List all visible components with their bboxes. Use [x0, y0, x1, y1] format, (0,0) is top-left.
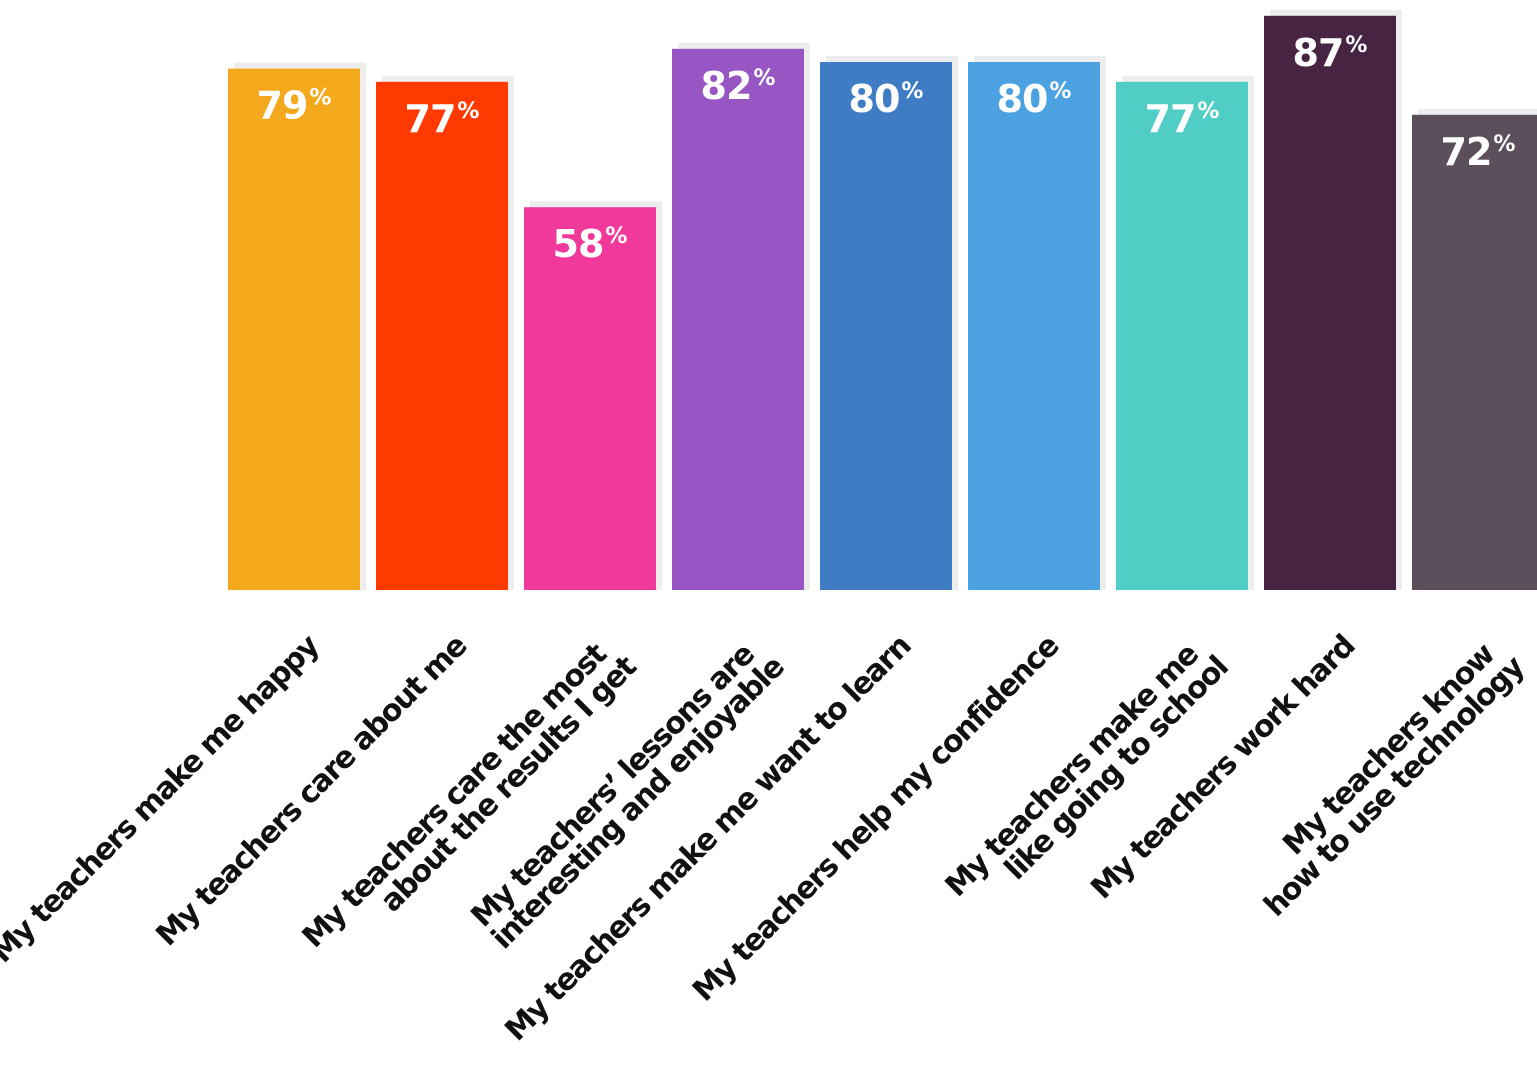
bar-value-label: 58%: [553, 222, 628, 266]
bar-value-number: 77: [405, 97, 456, 141]
bar-value-number: 80: [849, 77, 900, 121]
bar-value-number: 80: [997, 77, 1048, 121]
bar-value-label: 77%: [1145, 97, 1220, 141]
bar: [524, 207, 656, 590]
category-label-line: My teachers make me: [939, 637, 1206, 904]
bar-value-unit: %: [1197, 99, 1219, 124]
bar: [1116, 81, 1248, 591]
bar-value-number: 82: [701, 64, 752, 108]
bar-value-label: 77%: [405, 97, 480, 141]
bar-value-unit: %: [1345, 33, 1367, 58]
bar-value-unit: %: [901, 79, 923, 104]
bar-value-unit: %: [605, 224, 627, 249]
bar: [376, 81, 508, 591]
bar-value-label: 80%: [849, 77, 924, 121]
bar-value-number: 87: [1293, 31, 1344, 75]
category-label-line: My teachers care the most: [296, 637, 614, 955]
category-label-line: My teachers care about me: [149, 629, 473, 953]
bar-value-unit: %: [753, 66, 775, 91]
bar: [228, 68, 360, 591]
category-label: My teachers care about me: [149, 629, 473, 953]
bar: [820, 62, 952, 590]
bar-value-unit: %: [309, 86, 331, 111]
bar: [1264, 15, 1396, 591]
bar-value-label: 72%: [1441, 130, 1516, 174]
bar-value-unit: %: [1493, 132, 1515, 157]
bar: [968, 62, 1100, 590]
bar-value-unit: %: [1049, 79, 1071, 104]
bar-value-unit: %: [457, 99, 479, 124]
bar-value-number: 77: [1145, 97, 1196, 141]
bar-value-number: 72: [1441, 130, 1492, 174]
bar-value-label: 79%: [257, 84, 332, 128]
bar: [672, 48, 804, 591]
bar-value-label: 87%: [1293, 31, 1368, 75]
category-label: My teachers knowhow to use technology: [1236, 628, 1532, 924]
bar: [1412, 114, 1537, 591]
value-labels-group: 79% 77%58%82% 80% 80%77%87%72%: [257, 31, 1516, 266]
bar-value-number: 58: [553, 222, 604, 266]
bar-value-label: 82%: [701, 64, 776, 108]
bars-group: [228, 9, 1537, 591]
bar-value-label: 80%: [997, 77, 1072, 121]
bar-value-number: 79: [257, 84, 308, 128]
